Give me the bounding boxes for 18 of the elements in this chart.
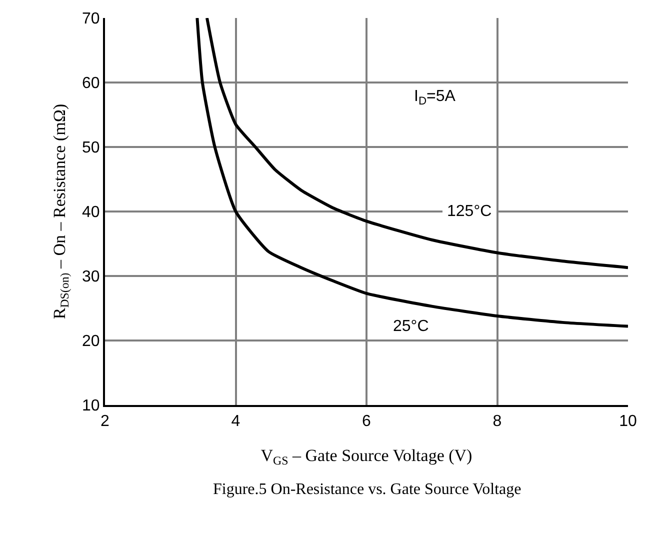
y-tick-label: 40: [82, 204, 100, 222]
series-label: 25°C: [393, 318, 429, 335]
y-tick-label: 60: [82, 75, 100, 92]
y-tick-label: 70: [82, 10, 100, 28]
y-tick-label: 20: [82, 333, 100, 350]
x-tick-label: 8: [492, 413, 502, 430]
text: Figure.5 On-Resistance vs. Gate Source Voltage: [213, 481, 522, 498]
series-label: 125°C: [447, 203, 492, 220]
y-tick-label: 10: [82, 398, 100, 415]
line-series: [205, 18, 628, 270]
x-tick-label: 2: [100, 413, 110, 430]
x-tick-label: 6: [362, 413, 372, 430]
x-tick-label: 4: [231, 413, 240, 430]
annotation: I$_{D}$=5A: [414, 88, 456, 108]
y-tick-label: 50: [82, 140, 100, 157]
x-axis-title: V$_{GS}$ – Gate Source Voltage (V): [260, 446, 472, 468]
y-tick-label: 30: [82, 268, 100, 286]
x-tick-label: 10: [619, 413, 637, 430]
